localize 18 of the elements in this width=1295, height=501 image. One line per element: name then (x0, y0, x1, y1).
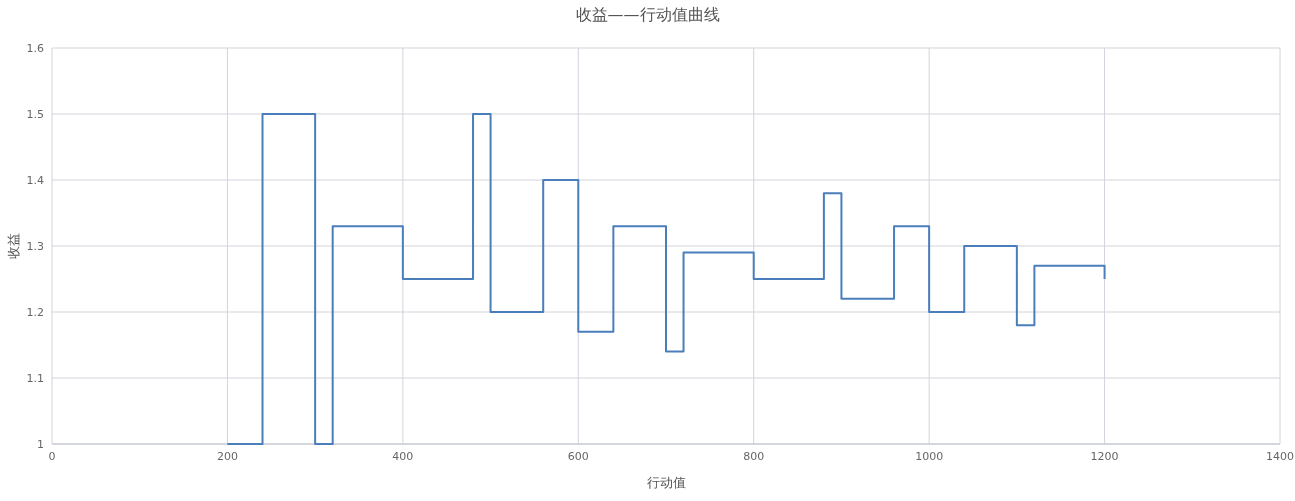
x-tick-label: 800 (743, 450, 765, 463)
y-tick-label: 1.3 (26, 240, 44, 253)
x-tick-label: 400 (392, 450, 414, 463)
y-tick-label: 1.4 (26, 174, 44, 187)
x-axis-title: 行动值 (646, 475, 686, 490)
y-tick-label: 1.6 (26, 42, 44, 55)
y-tick-label: 1.1 (26, 372, 44, 385)
x-tick-label: 0 (48, 450, 56, 463)
chart-title: 收益——行动值曲线 (575, 5, 720, 24)
x-tick-label: 1200 (1090, 450, 1119, 463)
y-tick-label: 1 (37, 438, 44, 451)
x-tick-label: 1000 (915, 450, 944, 463)
y-tick-label: 1.2 (26, 306, 44, 319)
x-tick-label: 200 (216, 450, 238, 463)
x-tick-label: 600 (567, 450, 589, 463)
y-axis-title: 收益 (6, 233, 21, 259)
x-tick-label: 1400 (1266, 450, 1294, 463)
y-tick-label: 1.5 (26, 108, 44, 121)
